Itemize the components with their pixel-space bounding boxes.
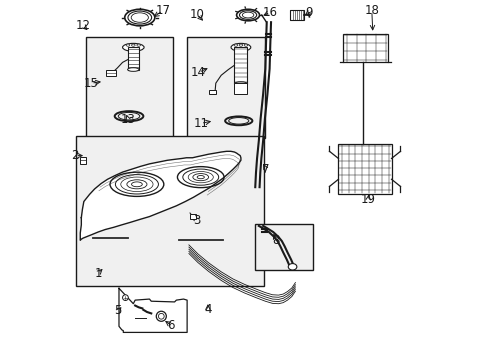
Ellipse shape — [127, 68, 139, 71]
Text: 8: 8 — [272, 234, 279, 247]
Ellipse shape — [126, 44, 129, 46]
Ellipse shape — [230, 43, 250, 51]
Text: 11: 11 — [193, 117, 208, 130]
Text: 7: 7 — [262, 163, 269, 176]
Bar — [128, 47, 139, 69]
Text: 9: 9 — [305, 6, 312, 19]
Ellipse shape — [137, 44, 140, 46]
Text: 4: 4 — [204, 303, 211, 316]
Bar — [234, 47, 247, 84]
Bar — [289, 10, 304, 20]
Text: 12: 12 — [76, 19, 90, 32]
Bar — [190, 215, 195, 219]
Ellipse shape — [287, 264, 296, 270]
Text: 18: 18 — [364, 4, 379, 17]
Ellipse shape — [234, 82, 247, 86]
Circle shape — [122, 295, 128, 301]
Text: 10: 10 — [189, 8, 204, 21]
Text: 13: 13 — [120, 113, 135, 126]
Text: 6: 6 — [167, 319, 174, 332]
Bar — [234, 83, 247, 94]
Bar — [187, 37, 265, 138]
Circle shape — [156, 311, 166, 321]
Text: 5: 5 — [114, 305, 122, 318]
Ellipse shape — [122, 43, 144, 51]
Text: 1: 1 — [94, 267, 102, 280]
Bar — [76, 136, 264, 286]
Bar — [338, 144, 391, 194]
Ellipse shape — [131, 44, 135, 46]
Text: 3: 3 — [193, 214, 201, 227]
Text: 15: 15 — [83, 77, 98, 90]
Text: 2: 2 — [71, 149, 79, 162]
Bar — [208, 90, 215, 94]
Ellipse shape — [244, 44, 247, 46]
Bar — [343, 34, 387, 62]
Text: 17: 17 — [155, 4, 170, 17]
Bar — [86, 37, 173, 138]
Text: 16: 16 — [262, 6, 277, 19]
Ellipse shape — [239, 44, 242, 46]
Polygon shape — [119, 288, 187, 332]
Bar — [254, 224, 313, 270]
Text: 14: 14 — [191, 66, 205, 79]
Bar — [106, 70, 116, 76]
Ellipse shape — [234, 44, 237, 46]
Polygon shape — [80, 151, 241, 240]
Text: 19: 19 — [360, 193, 375, 206]
Bar — [80, 157, 86, 164]
